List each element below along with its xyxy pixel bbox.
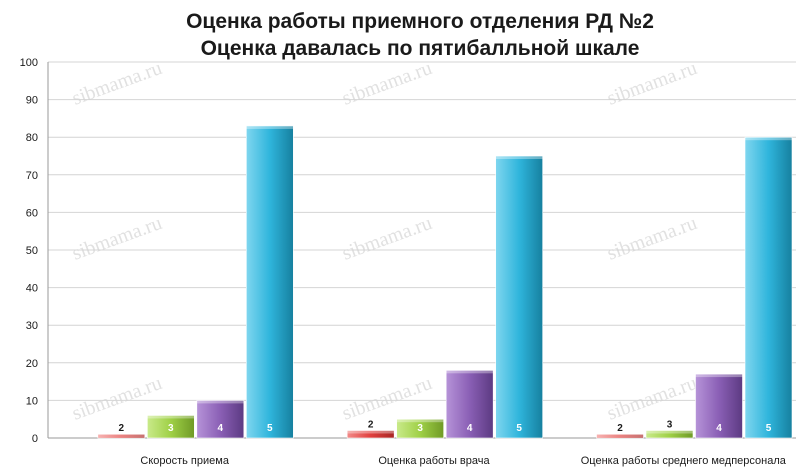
chart-subtitle: Оценка давалась по пятибалльной шкале [201,37,640,60]
bar-highlight [97,434,145,438]
watermark-layer: sibmama.ru sibmama.ru sibmama.ru sibmama.ru… [69,57,700,425]
bar [695,373,743,439]
bar-data-label: 4 [716,423,722,434]
bar-data-label: 4 [218,423,224,434]
bar-data-label: 4 [467,423,473,434]
y-tick-label: 90 [26,95,38,107]
watermark-text: sibmama.ru [604,212,700,265]
x-category-label: Оценка работы врача [378,455,490,467]
bar [495,155,543,439]
bar-highlight [196,400,244,404]
bar-data-label: 5 [516,423,522,434]
bars: 2 3 4 5 2 3 4 5 2 3 4 5 [97,125,793,439]
watermark-text: sibmama.ru [339,372,435,425]
bar [196,400,245,439]
bar-data-label: 2 [368,419,374,430]
bar-highlight [745,137,792,141]
watermark-text: sibmama.ru [69,212,165,265]
y-tick-label: 50 [26,245,38,257]
bar [346,430,395,439]
watermark-text: sibmama.ru [69,57,165,110]
bar [97,433,146,439]
bar [396,418,444,439]
bar-data-label: 2 [617,423,623,434]
watermark-text: sibmama.ru [604,57,700,110]
bar [246,125,294,439]
bar-highlight [246,125,294,129]
y-tick-label: 0 [32,433,38,445]
bar-highlight [396,419,444,423]
watermark-text: sibmama.ru [339,212,435,265]
bar-data-label: 5 [267,423,273,434]
y-tick-label: 80 [26,132,38,144]
bar-highlight [446,370,494,374]
bar-highlight [695,374,743,378]
bar-data-label: 2 [119,423,125,434]
y-tick-label: 10 [26,395,38,407]
bar [744,136,793,439]
y-tick-label: 20 [26,358,38,370]
bar-data-label: 3 [168,423,174,434]
y-tick-label: 30 [26,320,38,332]
y-tick-label: 40 [26,283,38,295]
x-category-label: Скорость приема [140,455,229,467]
bar [596,433,644,439]
bar-highlight [147,415,195,419]
bar-highlight [646,430,693,434]
bar [445,370,494,439]
bar-data-label: 3 [667,419,673,430]
chart-title: Оценка работы приемного отделения РД №2 [186,10,654,33]
bar-highlight [347,430,395,434]
bar [645,430,694,439]
bar [147,415,195,439]
x-category-label: Оценка работы среднего медперсонала [581,455,787,467]
bar-highlight [495,156,543,159]
x-axis: Скорость приема Оценка работы врача Оценка… [140,455,786,467]
bar-highlight [596,434,644,438]
watermark-text: sibmama.ru [604,372,700,425]
y-tick-label: 100 [20,57,38,69]
bar-data-label: 3 [417,423,423,434]
y-tick-label: 60 [26,207,38,219]
gridlines [48,61,796,439]
watermark-text: sibmama.ru [339,57,435,110]
bar-data-label: 5 [766,423,772,434]
y-tick-label: 70 [26,170,38,182]
